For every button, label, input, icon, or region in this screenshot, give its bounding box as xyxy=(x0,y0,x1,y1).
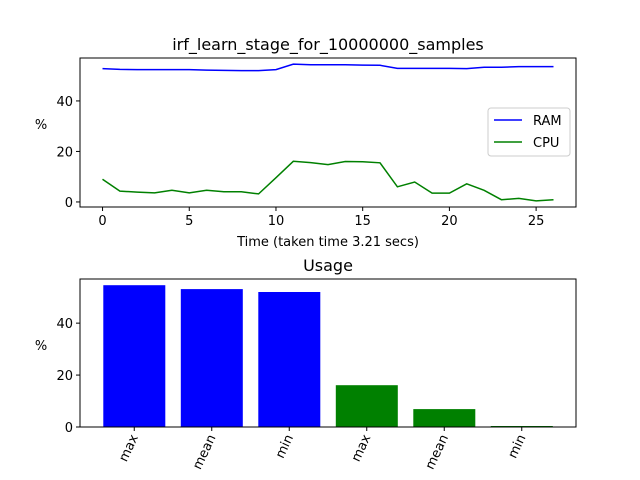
line-series-ram xyxy=(102,63,554,72)
x-tick-label: 5 xyxy=(185,214,193,229)
x-tick-label: 20 xyxy=(441,214,458,229)
x-tick-label: 0 xyxy=(98,214,106,229)
y-tick-label: 40 xyxy=(56,95,73,110)
bar-x-tick-label: mean xyxy=(190,432,219,472)
bar-x-tick-label: max xyxy=(349,432,375,464)
bar-x-tick-label: mean xyxy=(423,432,452,472)
bar-1-mean xyxy=(180,289,243,427)
bar-chart-title: Usage xyxy=(303,256,353,275)
x-tick-label: 25 xyxy=(528,214,545,229)
y-tick-label: 20 xyxy=(56,145,73,160)
line-chart-title: irf_learn_stage_for_10000000_samples xyxy=(172,35,484,55)
x-tick-label: 10 xyxy=(268,214,285,229)
x-tick-label: 15 xyxy=(354,214,371,229)
y-tick-label: 0 xyxy=(65,196,73,211)
bar-x-tick-label: min xyxy=(505,432,529,461)
bar-2-min xyxy=(258,292,321,427)
legend-label-ram: RAM xyxy=(533,114,562,129)
line-chart-xlabel: Time (taken time 3.21 secs) xyxy=(236,235,419,250)
bar-y-tick-label: 0 xyxy=(65,421,73,436)
bar-y-tick-label: 40 xyxy=(56,317,73,332)
bar-3-max xyxy=(335,385,398,427)
bar-x-tick-label: max xyxy=(116,432,142,464)
bar-x-tick-label: min xyxy=(273,432,297,461)
line-chart-frame xyxy=(79,57,577,208)
bar-chart-frame xyxy=(79,278,577,428)
bar-chart-ylabel: % xyxy=(35,339,47,354)
line-series-cpu xyxy=(102,160,554,202)
bar-4-mean xyxy=(413,409,476,427)
line-chart-ylabel: % xyxy=(35,118,47,133)
legend-label-cpu: CPU xyxy=(533,136,559,151)
bar-y-tick-label: 20 xyxy=(56,369,73,384)
bar-0-max xyxy=(103,285,166,427)
